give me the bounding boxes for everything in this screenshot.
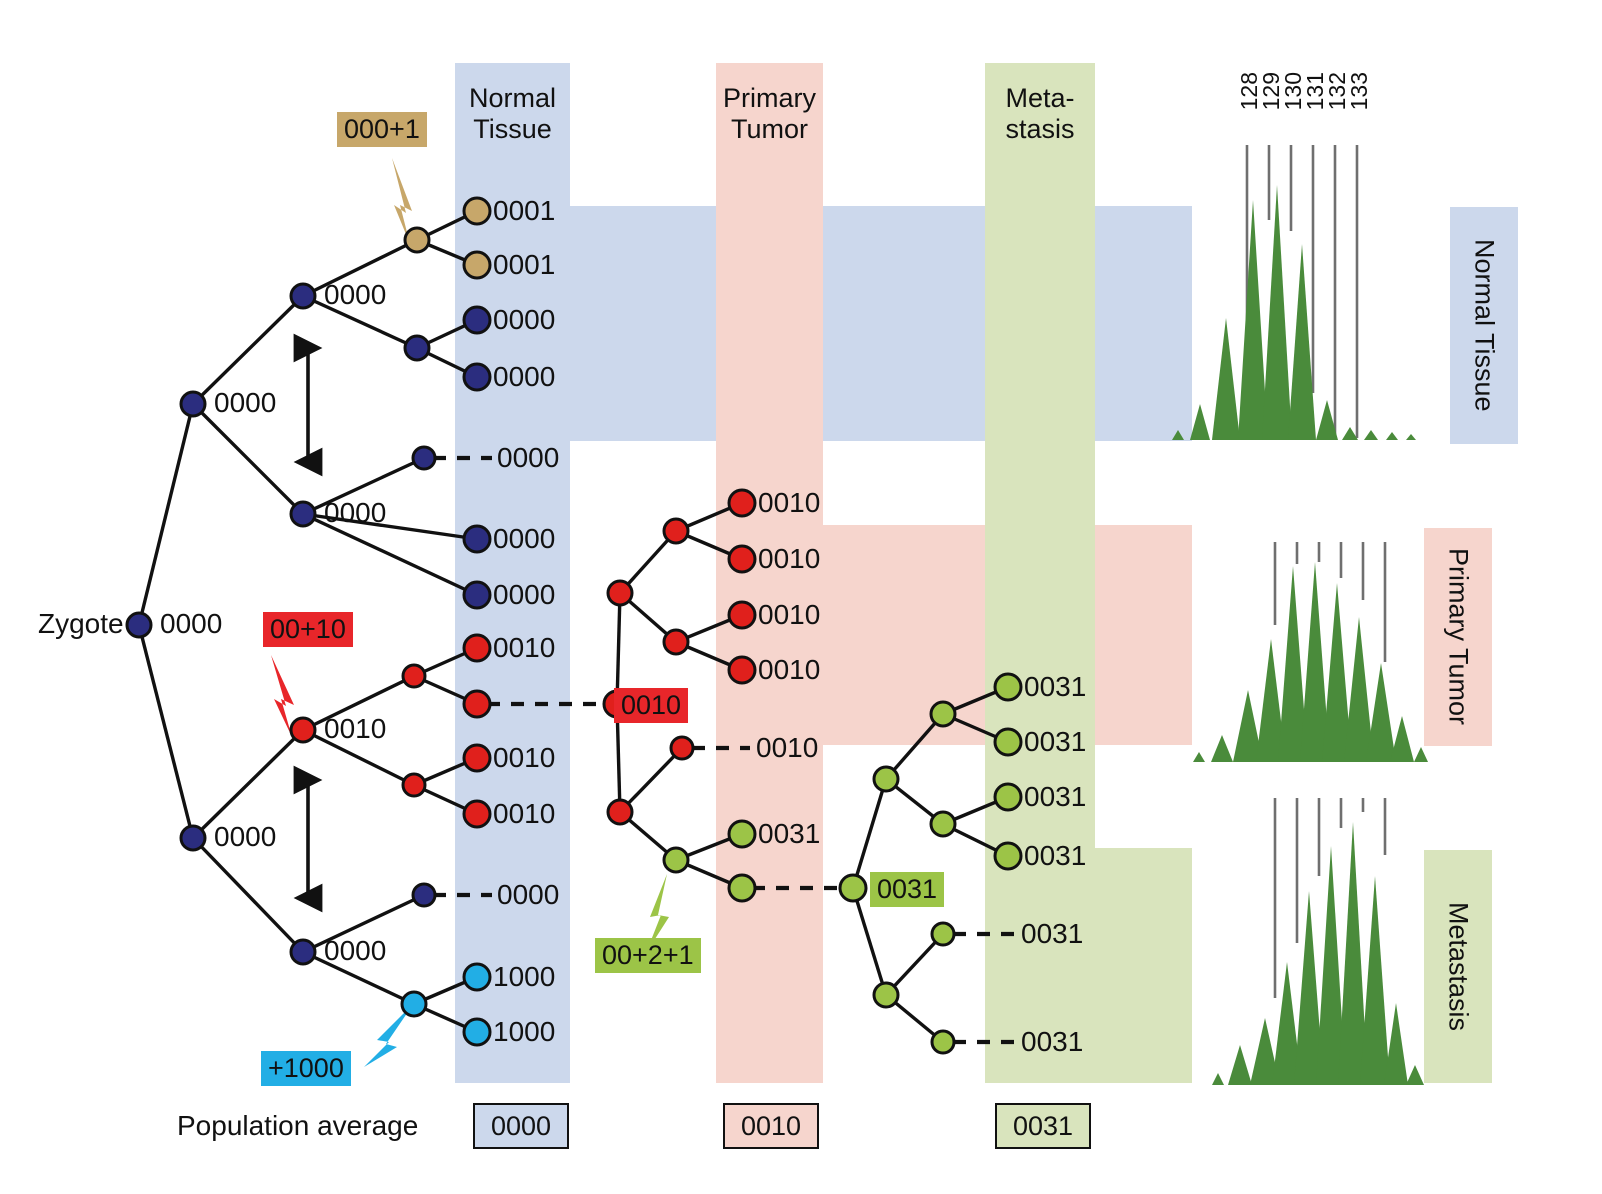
tip-label-normal-4: 0000 [493, 361, 556, 392]
tip-label-primary-1: 0010 [758, 487, 821, 518]
tip-label-meta-1: 0031 [1024, 671, 1087, 702]
column-header-normal: Normal Tissue [455, 83, 570, 145]
trace-normal [1172, 185, 1416, 440]
tip-label-normal-5: 0000 [497, 442, 560, 473]
tip-label-normal-3: 0000 [493, 304, 556, 335]
mutation-label-tan: 000+1 [337, 112, 427, 147]
tip-label-normal-10: 0010 [493, 742, 556, 773]
internal-label-lower-b: 0000 [324, 935, 387, 966]
mutation-label-blue: +1000 [261, 1051, 351, 1086]
column-header-meta-line1: Meta- [1005, 83, 1075, 113]
tip-label-normal-13: 1000 [493, 961, 556, 992]
column-header-meta: Meta- stasis [985, 83, 1095, 145]
electropherogram-panels [1172, 145, 1428, 1085]
node-zygote [125, 611, 153, 639]
tree-nodes [125, 196, 1023, 1055]
tip-label-meta-5: 0031 [1021, 918, 1084, 949]
trace-side-label-primary: Primary Tumor [1424, 528, 1492, 746]
column-header-primary-line1: Primary [723, 83, 816, 113]
tip-label-primary-5: 0010 [756, 732, 819, 763]
population-average-primary: 0010 [723, 1103, 819, 1149]
tip-label-normal-11: 0010 [493, 798, 556, 829]
tip-label-normal-12: 0000 [497, 879, 560, 910]
mutation-bolt-tan [392, 158, 412, 244]
zygote-label: Zygote [38, 608, 124, 639]
tip-label-primary-3: 0010 [758, 599, 821, 630]
tip-label-normal-7: 0000 [493, 579, 556, 610]
column-normal [455, 63, 570, 1083]
column-header-meta-line2: stasis [1005, 114, 1075, 144]
tip-label-meta-2: 0031 [1024, 726, 1087, 757]
column-meta [985, 63, 1095, 1083]
tip-label-normal-14: 1000 [493, 1016, 556, 1047]
tip-label-normal-2: 0001 [493, 249, 556, 280]
mutation-label-red: 00+10 [263, 612, 353, 647]
tip-label-normal-8: 0010 [493, 632, 556, 663]
column-header-normal-line2: Tissue [473, 114, 552, 144]
internal-label-upper: 0000 [214, 387, 277, 418]
meta-root-genotype: 0031 [870, 872, 945, 907]
internal-label-lower: 0000 [214, 821, 277, 852]
population-average-normal: 0000 [473, 1103, 569, 1149]
tip-label-meta-3: 0031 [1024, 781, 1087, 812]
zygote-genotype: 0000 [160, 608, 223, 639]
internal-label-upper-a: 0000 [324, 279, 387, 310]
tip-label-meta-4: 0031 [1024, 840, 1087, 871]
column-header-primary-line2: Tumor [730, 114, 808, 144]
column-header-normal-line1: Normal [468, 83, 556, 113]
column-header-primary: Primary Tumor [716, 83, 823, 145]
tip-label-meta-6: 0031 [1021, 1026, 1084, 1057]
mutation-bolt-green [646, 874, 669, 953]
trace-side-label-normal: Normal Tissue [1450, 207, 1518, 444]
trace-primary [1193, 562, 1428, 762]
trace-meta [1212, 822, 1424, 1085]
tip-label-primary-4: 0010 [758, 654, 821, 685]
primary-root-genotype: 0010 [614, 688, 689, 723]
mutation-label-green: 00+2+1 [595, 938, 701, 973]
column-primary [716, 63, 823, 1083]
mutation-bolt-blue [364, 1003, 414, 1067]
tip-label-primary-6: 0031 [758, 818, 821, 849]
internal-label-upper-b: 0000 [324, 497, 387, 528]
trace-ticks-meta [1273, 798, 1387, 998]
population-average-meta: 0031 [995, 1103, 1091, 1149]
population-average-label: Population average [177, 1110, 419, 1141]
trace-tick-label-133: 133 [1346, 72, 1372, 111]
tip-label-primary-2: 0010 [758, 543, 821, 574]
trace-side-label-meta: Metastasis [1424, 850, 1492, 1083]
tip-label-normal-6: 0000 [493, 523, 556, 554]
mutation-bolt-red [271, 655, 294, 737]
trace-ticks-primary [1273, 542, 1387, 662]
internal-label-red-ancestor: 0010 [324, 713, 387, 744]
tip-label-normal-1: 0001 [493, 195, 556, 226]
